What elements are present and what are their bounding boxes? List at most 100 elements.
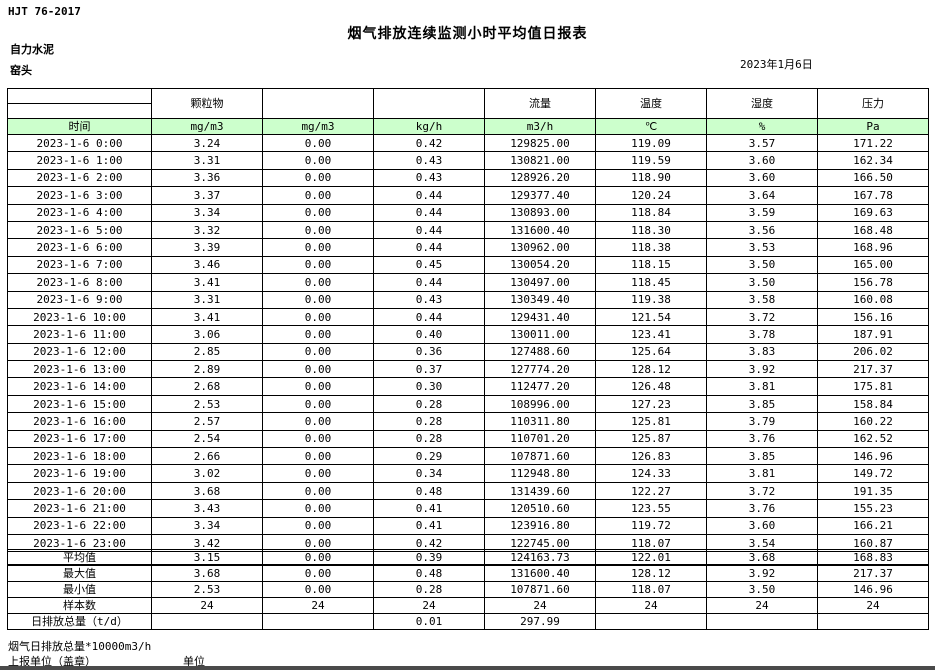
value-cell: 131439.60: [484, 481, 596, 501]
summary-table: 平均值 3.15 0.00 0.39 124163.73 122.01 3.68 168.83…: [7, 549, 929, 630]
value-cell: 0.37: [373, 360, 485, 379]
unit-pa: Pa: [817, 118, 929, 135]
value-cell: 126.83: [595, 447, 707, 466]
row-label-cell: 日排放总量（t/d）: [7, 613, 152, 630]
table-row: 2023-1-6 5:00 3.32 0.00 0.44 131600.40 118.30…: [7, 220, 929, 240]
row-label-cell: 2023-1-6 20:00: [7, 481, 152, 501]
value-cell: 124163.73: [484, 549, 596, 566]
summary-row: 样本数 24 24 24 24 24 24 24: [7, 597, 929, 614]
value-cell: 3.34: [151, 203, 263, 222]
row-label-cell: 2023-1-6 15:00: [7, 394, 152, 414]
summary-row: 日排放总量（t/d） 0.01 297.99: [7, 613, 929, 630]
value-cell: 167.78: [817, 186, 929, 205]
value-cell: 120.24: [595, 186, 707, 205]
summary-row: 最大值 3.68 0.00 0.48 131600.40 128.12 3.92 217.37: [7, 565, 929, 582]
row-label-cell: 2023-1-6 3:00: [7, 186, 152, 205]
table-row: 2023-1-6 11:00 3.06 0.00 0.40 130011.00 123.4…: [7, 325, 929, 344]
value-cell: 2.66: [151, 447, 263, 466]
unit-mgm3-2: mg/m3: [262, 118, 374, 135]
value-cell: 3.81: [706, 377, 818, 396]
row-label-cell: 2023-1-6 16:00: [7, 412, 152, 431]
row-label-cell: 最大值: [7, 565, 152, 582]
value-cell: 0.00: [262, 255, 374, 275]
value-cell: 0.00: [262, 499, 374, 518]
value-cell: 118.15: [595, 255, 707, 275]
value-cell: 0.00: [262, 447, 374, 466]
value-cell: 24: [262, 597, 374, 614]
row-label-cell: 2023-1-6 1:00: [7, 151, 152, 170]
value-cell: 0.00: [262, 238, 374, 257]
value-cell: 24: [817, 597, 929, 614]
table-header: 颗粒物 流量 温度 湿度 压力 时间 mg/m3 mg/m3 kg/h m3/h…: [7, 88, 929, 135]
value-cell: 131600.40: [484, 220, 596, 240]
value-cell: 0.00: [262, 464, 374, 483]
value-cell: 0.00: [262, 186, 374, 205]
value-cell: 3.60: [706, 151, 818, 170]
group-header-flow: 流量: [484, 88, 596, 119]
group-header-blank-1: [262, 88, 374, 119]
value-cell: 3.50: [706, 581, 818, 598]
report-date: 2023年1月6日: [740, 58, 813, 71]
value-cell: 3.41: [151, 307, 263, 327]
value-cell: 3.02: [151, 464, 263, 483]
unit-percent: %: [706, 118, 818, 135]
value-cell: 0.30: [373, 377, 485, 396]
value-cell: 124.33: [595, 464, 707, 483]
value-cell: 0.43: [373, 168, 485, 188]
value-cell: 0.00: [262, 342, 374, 362]
value-cell: 0.28: [373, 412, 485, 431]
value-cell: 0.28: [373, 581, 485, 598]
value-cell: 0.00: [262, 412, 374, 431]
value-cell: 160.22: [817, 412, 929, 431]
table-row: 2023-1-6 15:00 2.53 0.00 0.28 108996.00 127.2…: [7, 394, 929, 414]
value-cell: 129825.00: [484, 133, 596, 153]
table-row: 2023-1-6 14:00 2.68 0.00 0.30 112477.20 126.4…: [7, 377, 929, 396]
value-cell: 129431.40: [484, 307, 596, 327]
value-cell: 118.45: [595, 273, 707, 292]
value-cell: [262, 613, 374, 630]
value-cell: 0.00: [262, 133, 374, 153]
value-cell: 3.60: [706, 168, 818, 188]
value-cell: 217.37: [817, 565, 929, 582]
value-cell: 3.68: [706, 549, 818, 566]
company-name: 自力水泥: [10, 43, 54, 56]
value-cell: 3.92: [706, 565, 818, 582]
row-label-cell: 2023-1-6 18:00: [7, 447, 152, 466]
row-label-cell: 2023-1-6 12:00: [7, 342, 152, 362]
value-cell: 119.38: [595, 290, 707, 309]
value-cell: 126.48: [595, 377, 707, 396]
value-cell: 118.30: [595, 220, 707, 240]
row-label-cell: 2023-1-6 6:00: [7, 238, 152, 257]
unit-kgh: kg/h: [373, 118, 485, 135]
value-cell: 0.29: [373, 447, 485, 466]
value-cell: 127488.60: [484, 342, 596, 362]
value-cell: 119.09: [595, 133, 707, 153]
value-cell: 2.89: [151, 360, 263, 379]
value-cell: 121.54: [595, 307, 707, 327]
value-cell: 107871.60: [484, 581, 596, 598]
value-cell: 171.22: [817, 133, 929, 153]
value-cell: 2.68: [151, 377, 263, 396]
value-cell: 0.43: [373, 290, 485, 309]
group-header-temperature: 温度: [595, 88, 707, 119]
value-cell: 3.60: [706, 516, 818, 535]
table-row: 2023-1-6 6:00 3.39 0.00 0.44 130962.00 118.38…: [7, 238, 929, 257]
row-label-cell: 2023-1-6 22:00: [7, 516, 152, 535]
row-label-cell: 2023-1-6 14:00: [7, 377, 152, 396]
table-row: 2023-1-6 7:00 3.46 0.00 0.45 130054.20 118.15…: [7, 255, 929, 275]
summary-table-body: 平均值 3.15 0.00 0.39 124163.73 122.01 3.68 168.83…: [7, 549, 929, 630]
row-label-cell: 2023-1-6 19:00: [7, 464, 152, 483]
value-cell: 107871.60: [484, 447, 596, 466]
value-cell: 3.34: [151, 516, 263, 535]
table-row: 2023-1-6 1:00 3.31 0.00 0.43 130821.00 119.59…: [7, 151, 929, 170]
row-label-cell: 最小值: [7, 581, 152, 598]
value-cell: 3.57: [706, 133, 818, 153]
value-cell: 2.57: [151, 412, 263, 431]
value-cell: 3.41: [151, 273, 263, 292]
value-cell: 0.00: [262, 429, 374, 449]
value-cell: 0.00: [262, 516, 374, 535]
value-cell: 168.96: [817, 238, 929, 257]
value-cell: 3.85: [706, 394, 818, 414]
value-cell: 3.81: [706, 464, 818, 483]
